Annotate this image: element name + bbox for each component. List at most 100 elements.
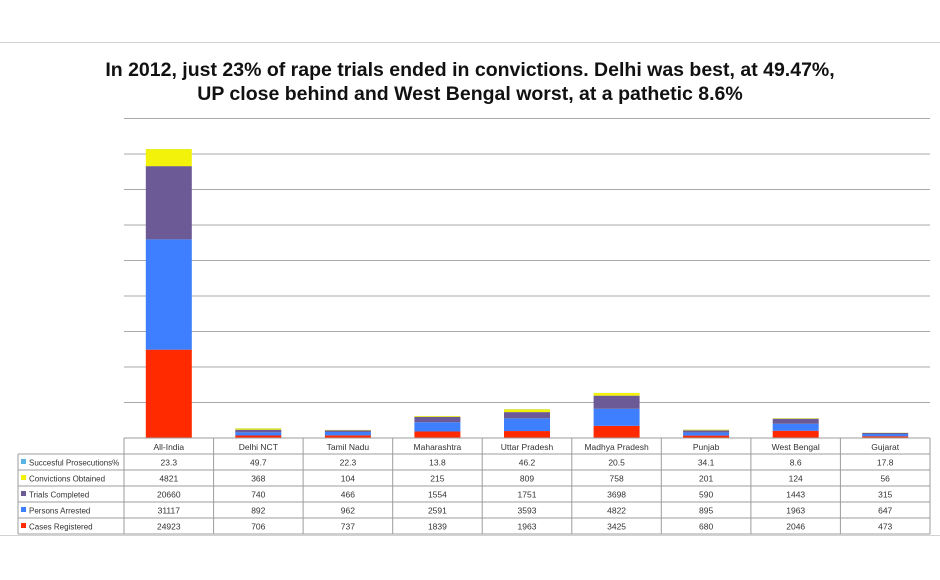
data-label: 809 <box>520 474 534 484</box>
data-label: 22.3 <box>340 458 357 468</box>
data-label: 466 <box>341 490 355 500</box>
data-label: 962 <box>341 506 355 516</box>
category-label: All-India <box>153 442 184 452</box>
data-label: 473 <box>878 522 892 532</box>
data-label: 13.8 <box>429 458 446 468</box>
bar-punjab-cases-registered <box>683 435 730 438</box>
data-label: 124 <box>789 474 803 484</box>
bar-gujarat-persons-arrested <box>862 434 909 437</box>
category-label: Tamil Nadu <box>327 442 370 452</box>
bottom-divider <box>0 535 940 536</box>
data-label: 23.3 <box>161 458 178 468</box>
bar-punjab-persons-arrested <box>683 432 730 436</box>
legend-swatch <box>21 459 26 464</box>
chart-title-line-1: In 2012, just 23% of rape trials ended i… <box>105 59 835 81</box>
bar-delhi-nct-trials-completed <box>235 429 282 433</box>
category-label: West Bengal <box>772 442 820 452</box>
data-label: 3698 <box>607 490 626 500</box>
data-label: 1963 <box>518 522 537 532</box>
legend-entry: Convictions Obtained <box>29 475 105 484</box>
bar-all-india-cases-registered <box>145 349 192 438</box>
data-label: 24923 <box>157 522 181 532</box>
bar-all-india-persons-arrested <box>145 239 192 350</box>
data-label: 201 <box>699 474 713 484</box>
data-label: 706 <box>251 522 265 532</box>
data-label: 368 <box>251 474 265 484</box>
chart-title-line-2: UP close behind and West Bengal worst, a… <box>197 83 743 105</box>
bar-tamil-nadu-trials-completed <box>324 430 371 432</box>
category-label: Delhi NCT <box>239 442 278 452</box>
bar-delhi-nct-cases-registered <box>235 435 282 438</box>
bar-maharashtra-cases-registered <box>414 431 461 438</box>
data-label: 17.8 <box>877 458 894 468</box>
legend-entry: Succesful Prosecutions% <box>29 459 119 468</box>
data-label: 3425 <box>607 522 626 532</box>
legend-swatch <box>21 475 26 480</box>
bar-gujarat-trials-completed <box>862 432 909 435</box>
data-label: 647 <box>878 506 892 516</box>
data-label: 895 <box>699 506 713 516</box>
data-label: 1751 <box>518 490 537 500</box>
data-label: 1554 <box>428 490 447 500</box>
data-label: 20.5 <box>608 458 625 468</box>
data-label: 4822 <box>607 506 626 516</box>
bar-west-bengal-persons-arrested <box>772 423 819 431</box>
data-label: 4821 <box>159 474 178 484</box>
data-label: 34.1 <box>698 458 715 468</box>
legend-entry: Persons Arrested <box>29 507 90 516</box>
bar-uttar-pradesh-convictions-obtained <box>504 409 550 413</box>
data-label: 2591 <box>428 506 447 516</box>
data-label: 31117 <box>158 506 181 516</box>
data-label: 49.7 <box>250 458 267 468</box>
bar-madhya-pradesh-persons-arrested <box>593 408 640 426</box>
bar-punjab-trials-completed <box>683 430 730 433</box>
data-label: 56 <box>880 474 890 484</box>
bar-delhi-nct-persons-arrested <box>235 432 282 436</box>
bar-tamil-nadu-cases-registered <box>324 435 371 438</box>
bar-delhi-nct-convictions-obtained <box>235 428 282 430</box>
bar-uttar-pradesh-trials-completed <box>504 412 550 419</box>
bar-all-india-convictions-obtained <box>145 149 192 167</box>
bar-uttar-pradesh-persons-arrested <box>504 418 550 432</box>
data-label: 3593 <box>518 506 537 516</box>
data-label: 680 <box>699 522 713 532</box>
data-label: 740 <box>251 490 265 500</box>
data-label: 1963 <box>786 506 805 516</box>
data-label: 2046 <box>786 522 805 532</box>
bar-maharashtra-convictions-obtained <box>414 416 461 417</box>
legend-swatch <box>21 491 26 496</box>
bar-maharashtra-persons-arrested <box>414 422 461 432</box>
bar-madhya-pradesh-trials-completed <box>593 395 640 409</box>
legend-swatch <box>21 507 26 512</box>
legend-entry: Cases Registered <box>29 523 93 532</box>
legend-entry: Trials Completed <box>29 491 89 500</box>
bar-tamil-nadu-persons-arrested <box>324 431 371 436</box>
category-label: Madhya Pradesh <box>584 442 649 452</box>
category-label: Uttar Pradesh <box>501 442 554 452</box>
data-label: 8.6 <box>790 458 802 468</box>
bar-madhya-pradesh-cases-registered <box>593 425 640 438</box>
legend-swatch <box>21 523 26 528</box>
top-divider <box>0 42 940 43</box>
data-label: 737 <box>341 522 355 532</box>
data-label: 46.2 <box>519 458 536 468</box>
category-label: Gujarat <box>871 442 900 452</box>
data-label: 1443 <box>786 490 805 500</box>
bar-west-bengal-cases-registered <box>772 430 819 438</box>
data-label: 892 <box>251 506 265 516</box>
data-label: 215 <box>430 474 444 484</box>
data-label: 20660 <box>157 490 181 500</box>
data-label: 1839 <box>428 522 447 532</box>
bar-madhya-pradesh-convictions-obtained <box>593 392 640 396</box>
data-label: 104 <box>341 474 355 484</box>
bar-all-india-trials-completed <box>145 166 192 240</box>
bar-uttar-pradesh-cases-registered <box>504 431 550 438</box>
bar-punjab-convictions-obtained <box>683 429 730 431</box>
bar-west-bengal-trials-completed <box>772 418 819 424</box>
bar-maharashtra-trials-completed <box>414 416 461 423</box>
data-label: 758 <box>610 474 624 484</box>
bar-gujarat-cases-registered <box>862 436 909 438</box>
data-label: 315 <box>878 490 892 500</box>
category-label: Maharashtra <box>414 442 462 452</box>
